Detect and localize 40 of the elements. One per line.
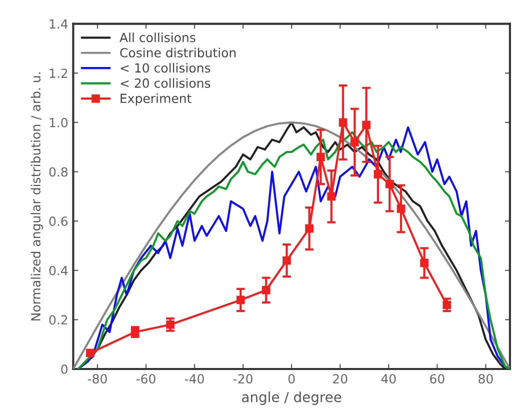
point <box>420 258 428 268</box>
y-tick-label: 0.2 <box>49 315 68 325</box>
y-tick-label: 0.8 <box>49 167 68 177</box>
x-axis-title: angle / degree <box>242 392 342 405</box>
point <box>385 180 394 188</box>
legend-label: All collisions <box>120 32 196 42</box>
legend-label: Cosine distribution <box>120 48 236 58</box>
y-tick-label: 0.6 <box>49 216 68 226</box>
point <box>236 296 245 304</box>
x-tick-label: 80 <box>478 374 493 384</box>
point <box>338 118 348 127</box>
point <box>316 152 325 162</box>
legend-label: < 20 collisions <box>120 78 210 88</box>
point <box>305 224 314 233</box>
x-tick-label: -40 <box>184 374 204 384</box>
y-tick-label: 0 <box>61 364 68 374</box>
x-tick-label: -60 <box>136 374 156 384</box>
y-tick-label: 1.0 <box>50 118 68 128</box>
point <box>262 286 270 294</box>
y-axis-title: Normalized angular distribution / arb. u. <box>30 72 43 320</box>
x-tick-label: -80 <box>88 374 107 384</box>
x-tick-label: 20 <box>333 374 348 384</box>
point <box>350 138 359 146</box>
point <box>396 204 406 213</box>
x-tick-label: 60 <box>430 374 444 384</box>
point <box>166 320 174 329</box>
point <box>327 192 336 201</box>
point <box>362 120 370 130</box>
y-tick-label: 0.4 <box>49 266 68 276</box>
legend-label: < 10 collisions <box>120 62 210 73</box>
point <box>282 256 291 265</box>
point <box>374 170 382 178</box>
point <box>86 348 94 358</box>
y-tick-label: 1.2 <box>50 68 68 78</box>
legend-label: Experiment <box>120 93 192 106</box>
y-tick-label: 1.4 <box>50 19 68 29</box>
x-tick-label: -20 <box>233 374 252 384</box>
x-tick-label: 0 <box>288 374 295 384</box>
point <box>442 300 452 310</box>
x-tick-label: 40 <box>381 374 396 384</box>
